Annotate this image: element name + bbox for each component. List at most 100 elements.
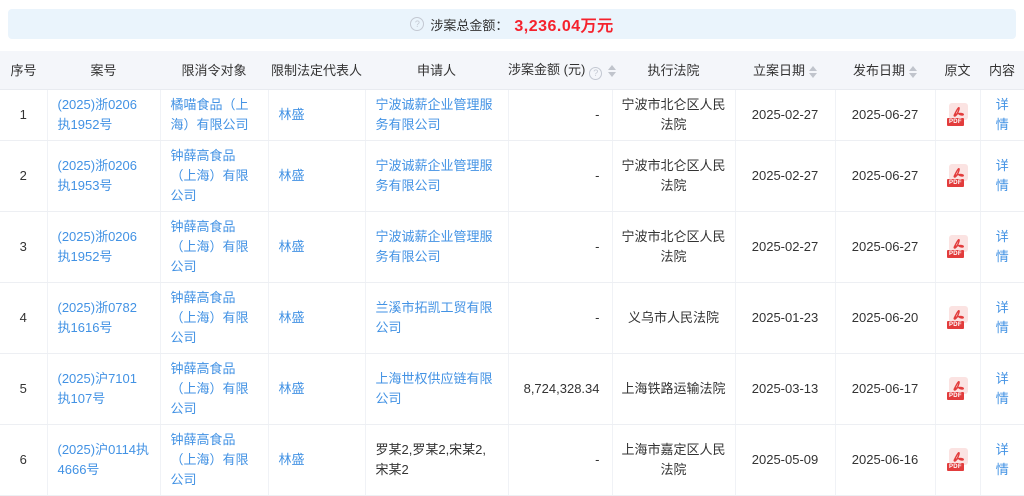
cell-index: 5: [0, 353, 47, 425]
amount-sort-icon[interactable]: [608, 64, 617, 77]
table-body: 1 (2025)浙0206执1952号 橘喵食品（上海）有限公司 林盛 宁波诚薪…: [0, 89, 1024, 496]
col-header-index: 序号: [0, 51, 47, 90]
col-header-applicant: 申请人: [365, 51, 508, 90]
cell-index: 2: [0, 140, 47, 212]
cell-content: 详情: [979, 282, 1024, 354]
legal-rep-link[interactable]: 林盛: [278, 451, 305, 467]
pdf-swirl-icon: [953, 452, 964, 462]
cell-court: 宁波市北仑区人民法院: [611, 89, 735, 141]
case-no-link[interactable]: (2025)浙0206执1952号: [57, 228, 138, 264]
pdf-icon-box: [949, 448, 968, 465]
pdf-icon[interactable]: PDF: [947, 103, 968, 126]
target-company-link[interactable]: 钟薛高食品（上海）有限公司: [170, 431, 249, 487]
cell-filing-date: 2025-02-27: [734, 140, 835, 212]
help-icon[interactable]: ?: [410, 17, 425, 31]
col-header-filing-date: 立案日期: [735, 51, 835, 90]
case-no-link[interactable]: (2025)沪7101执107号: [57, 370, 138, 406]
case-no-link[interactable]: (2025)沪0114执4666号: [57, 441, 150, 477]
table-row: 3 (2025)浙0206执1952号 钟薛高食品（上海）有限公司 林盛 宁波诚…: [0, 211, 1024, 283]
target-company-link[interactable]: 钟薛高食品（上海）有限公司: [170, 289, 249, 345]
cell-original: PDF: [934, 424, 980, 496]
col-header-content: 内容: [980, 51, 1024, 90]
pdf-icon[interactable]: PDF: [947, 235, 968, 258]
legal-rep-link[interactable]: 林盛: [278, 238, 305, 254]
target-company-link[interactable]: 钟薛高食品（上海）有限公司: [170, 360, 249, 416]
cell-target: 钟薛高食品（上海）有限公司: [159, 424, 268, 496]
cell-filing-date: 2025-01-23: [734, 282, 835, 354]
col-header-target: 限消令对象: [160, 51, 268, 90]
col-header-amount-label: 涉案金额 (元): [508, 62, 586, 78]
cell-court: 上海铁路运输法院: [611, 353, 735, 425]
cell-legal-rep: 林盛: [267, 211, 365, 283]
cell-court: 宁波市北仑区人民法院: [611, 140, 735, 212]
detail-link[interactable]: 详情: [995, 370, 1009, 406]
target-company-link[interactable]: 钟薛高食品（上海）有限公司: [170, 147, 249, 203]
detail-link[interactable]: 详情: [995, 441, 1009, 477]
detail-link[interactable]: 详情: [995, 228, 1009, 264]
col-header-original: 原文: [935, 51, 980, 90]
legal-rep-link[interactable]: 林盛: [278, 106, 305, 122]
total-amount-banner: ? 涉案总金额： 3,236.04万元: [8, 9, 1016, 39]
applicant-link[interactable]: 宁波诚薪企业管理服务有限公司: [375, 157, 493, 193]
cell-target: 钟薛高食品（上海）有限公司: [159, 282, 268, 354]
pdf-icon[interactable]: PDF: [947, 306, 968, 329]
pdf-badge: PDF: [947, 250, 964, 258]
filing-date-sort-icon[interactable]: [809, 65, 817, 78]
pdf-icon-box: [949, 103, 968, 120]
cell-case-no: (2025)浙0206执1952号: [46, 89, 160, 141]
legal-rep-link[interactable]: 林盛: [278, 167, 305, 183]
cell-filing-date: 2025-02-27: [734, 89, 835, 141]
cell-index: 1: [0, 89, 47, 141]
cell-case-no: (2025)浙0206执1952号: [46, 211, 160, 283]
cell-content: 详情: [979, 424, 1024, 496]
pdf-icon[interactable]: PDF: [947, 164, 968, 187]
cell-case-no: (2025)沪7101执107号: [46, 353, 160, 425]
col-header-court: 执行法院: [612, 51, 735, 90]
col-header-case-no: 案号: [47, 51, 160, 90]
case-no-link[interactable]: (2025)浙0206执1953号: [57, 157, 138, 193]
cell-target: 钟薛高食品（上海）有限公司: [159, 353, 268, 425]
table-row: 6 (2025)沪0114执4666号 钟薛高食品（上海）有限公司 林盛 罗某2…: [0, 424, 1024, 496]
pdf-icon[interactable]: PDF: [947, 448, 968, 471]
cell-original: PDF: [934, 140, 980, 212]
publish-date-sort-icon[interactable]: [909, 65, 917, 78]
pdf-badge: PDF: [947, 321, 964, 329]
pdf-badge: PDF: [947, 392, 964, 400]
target-company-link[interactable]: 钟薛高食品（上海）有限公司: [170, 218, 249, 274]
amount-help-icon[interactable]: ?: [589, 67, 603, 81]
cell-target: 钟薛高食品（上海）有限公司: [159, 140, 268, 212]
detail-link[interactable]: 详情: [995, 299, 1009, 335]
cell-applicant: 宁波诚薪企业管理服务有限公司: [364, 211, 508, 283]
cell-applicant: 宁波诚薪企业管理服务有限公司: [364, 89, 508, 141]
pdf-icon-box: [949, 377, 968, 394]
applicant-link[interactable]: 上海世权供应链有限公司: [375, 370, 493, 406]
pdf-swirl-icon: [953, 107, 964, 117]
cell-case-no: (2025)浙0206执1953号: [46, 140, 160, 212]
detail-link[interactable]: 详情: [995, 157, 1009, 193]
target-company-link[interactable]: 橘喵食品（上海）有限公司: [170, 96, 249, 132]
restriction-orders-table: 序号 案号 限消令对象 限制法定代表人 申请人 涉案金额 (元)? 执行法院 立…: [0, 51, 1024, 496]
pdf-badge: PDF: [947, 463, 964, 471]
cell-legal-rep: 林盛: [267, 282, 365, 354]
cell-publish-date: 2025-06-16: [834, 424, 935, 496]
table-row: 1 (2025)浙0206执1952号 橘喵食品（上海）有限公司 林盛 宁波诚薪…: [0, 89, 1024, 141]
applicant-link[interactable]: 兰溪市拓凯工贸有限公司: [375, 299, 493, 335]
cell-legal-rep: 林盛: [267, 424, 365, 496]
detail-link[interactable]: 详情: [995, 96, 1009, 132]
case-no-link[interactable]: (2025)浙0206执1952号: [57, 96, 138, 132]
cell-index: 4: [0, 282, 47, 354]
pdf-icon[interactable]: PDF: [947, 377, 968, 400]
pdf-swirl-icon: [953, 239, 964, 249]
table-row: 5 (2025)沪7101执107号 钟薛高食品（上海）有限公司 林盛 上海世权…: [0, 353, 1024, 425]
pdf-swirl-icon: [953, 310, 964, 320]
pdf-badge: PDF: [947, 179, 964, 187]
col-header-legal-rep-label: 限制法定代表人: [270, 63, 362, 79]
cell-filing-date: 2025-03-13: [734, 353, 835, 425]
legal-rep-link[interactable]: 林盛: [278, 309, 305, 325]
legal-rep-link[interactable]: 林盛: [278, 380, 305, 396]
pdf-swirl-icon: [953, 381, 964, 391]
applicant-link[interactable]: 宁波诚薪企业管理服务有限公司: [375, 96, 493, 132]
applicant-link[interactable]: 宁波诚薪企业管理服务有限公司: [375, 228, 493, 264]
table-header-row: 序号 案号 限消令对象 限制法定代表人 申请人 涉案金额 (元)? 执行法院 立…: [0, 51, 1024, 90]
case-no-link[interactable]: (2025)浙0782执1616号: [57, 299, 138, 335]
